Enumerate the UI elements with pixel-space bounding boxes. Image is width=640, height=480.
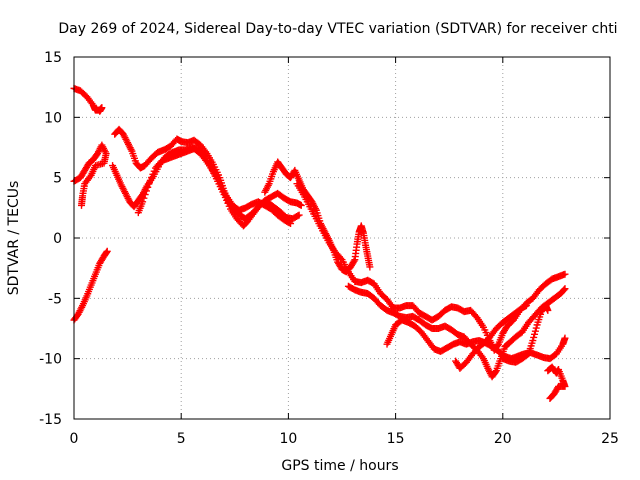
data-point	[523, 351, 531, 359]
series-arc-10	[383, 316, 569, 363]
data-point	[295, 211, 303, 219]
y-tick-label: -5	[48, 291, 62, 307]
data-point	[350, 257, 358, 265]
y-tick-label: 10	[44, 110, 62, 126]
data-point	[285, 219, 293, 227]
grid	[74, 57, 610, 419]
series-arc-13	[544, 363, 569, 402]
data-point	[142, 187, 150, 195]
x-tick-label: 20	[494, 431, 512, 447]
series-arc-2	[70, 247, 111, 324]
y-tick-label: 5	[53, 171, 62, 187]
x-tick-label: 0	[70, 431, 79, 447]
data-point	[561, 270, 569, 278]
data-point	[529, 337, 537, 345]
data-point	[294, 212, 302, 220]
plot-frame	[73, 56, 611, 420]
data-point	[149, 170, 157, 178]
series-arc-6	[134, 145, 295, 228]
y-tick-labels: -15 -10 -5 0 5 10 15	[39, 50, 62, 428]
y-tick-label: -15	[39, 412, 62, 428]
data-point	[103, 247, 111, 255]
data-point	[148, 173, 156, 181]
data-point	[522, 302, 530, 310]
data-point	[337, 254, 345, 262]
data-point	[532, 324, 540, 332]
data-point	[546, 394, 554, 402]
x-axis-label: GPS time / hours	[281, 458, 398, 474]
data-point	[287, 220, 295, 228]
data-point	[145, 180, 153, 188]
data-point	[530, 333, 538, 341]
data-point	[560, 286, 568, 294]
x-tick-label: 10	[279, 431, 297, 447]
data-point	[141, 191, 149, 199]
x-tick-label: 15	[387, 431, 405, 447]
x-tick-labels: 0 5 10 15 20 25	[70, 431, 619, 447]
x-tick-label: 25	[601, 431, 619, 447]
series-arc-11	[452, 302, 530, 372]
data-point	[96, 107, 104, 115]
series-arc-12	[499, 302, 552, 366]
data-point	[140, 194, 148, 202]
data-point	[531, 327, 539, 335]
series-arc-1	[70, 84, 106, 115]
y-tick-label: 15	[44, 50, 62, 66]
data-point	[144, 183, 152, 191]
data-point	[544, 306, 552, 314]
series-arc-3	[70, 141, 110, 209]
data-point	[146, 177, 154, 185]
data-point	[531, 330, 539, 338]
y-tick-label: 0	[53, 231, 62, 247]
data-point	[366, 263, 374, 271]
data-point	[492, 368, 500, 376]
data-point	[297, 201, 305, 209]
x-tick-label: 5	[177, 431, 186, 447]
data-point	[561, 334, 569, 342]
data-point	[150, 167, 158, 175]
data-points	[70, 84, 569, 402]
chart-title: Day 269 of 2024, Sidereal Day-to-day VTE…	[58, 21, 617, 37]
data-point	[139, 198, 147, 206]
data-point	[547, 394, 555, 402]
data-point	[561, 285, 569, 293]
data-point	[78, 201, 86, 209]
y-axis-label: SDTVAR / TECUs	[6, 181, 22, 296]
y-tick-label: -10	[39, 352, 62, 368]
